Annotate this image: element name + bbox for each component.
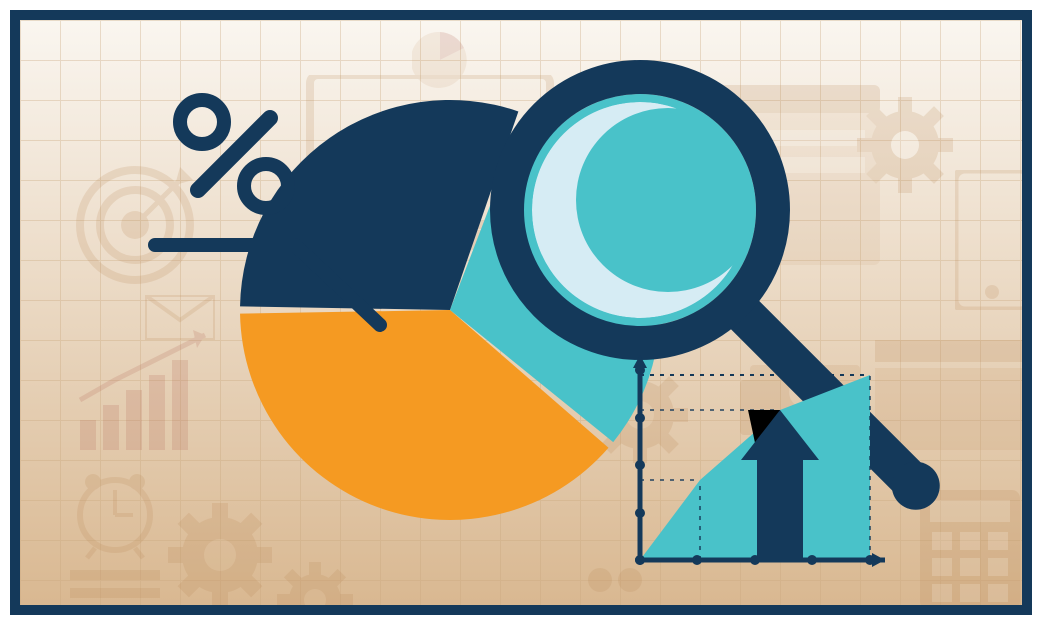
growth-mini-chart bbox=[20, 20, 1032, 615]
outer-frame: $ bbox=[0, 0, 1042, 625]
infographic-canvas: $ bbox=[10, 10, 1032, 615]
foreground-layer bbox=[20, 20, 1022, 605]
